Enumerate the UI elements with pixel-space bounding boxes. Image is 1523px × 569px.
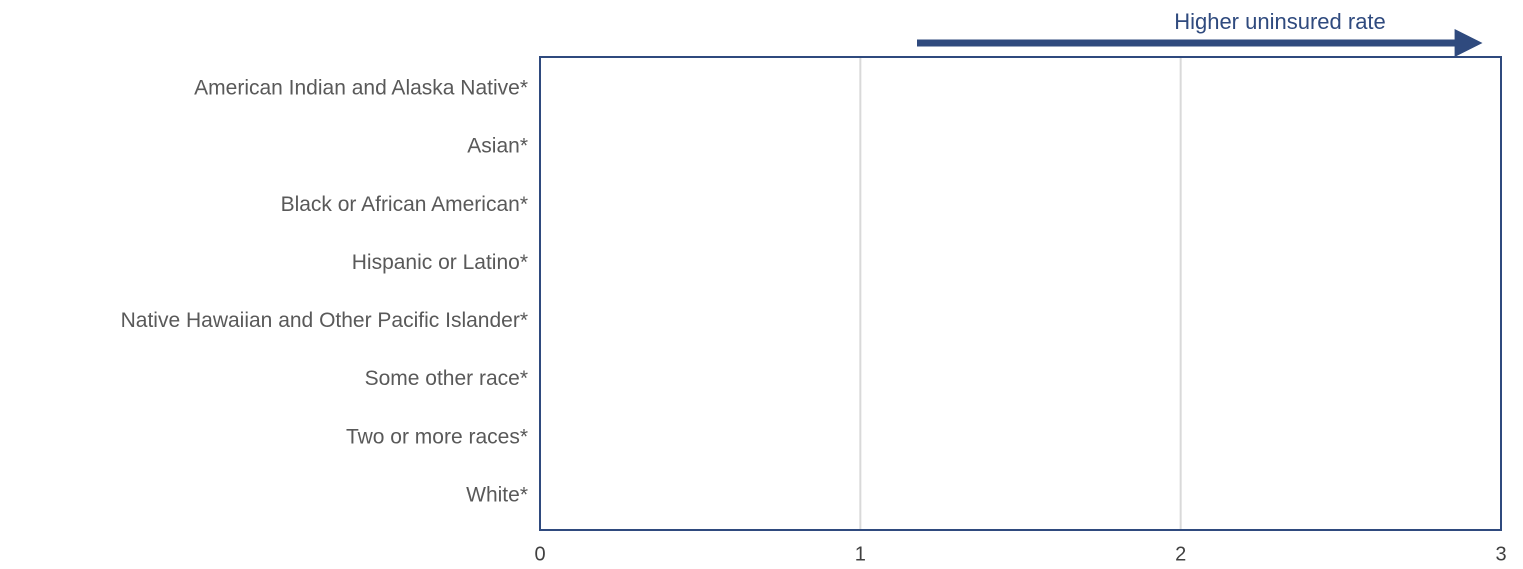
y-tick-label: Asian* [467, 135, 528, 158]
y-tick-label: Some other race* [365, 367, 528, 390]
x-tick-label: 2 [1175, 543, 1186, 565]
y-tick-label: Native Hawaiian and Other Pacific Island… [121, 309, 528, 332]
x-tick-label: 3 [1495, 543, 1506, 565]
plot-frame [539, 56, 1502, 531]
annotation: Higher uninsured rate [1174, 9, 1386, 34]
x-tick-label: 1 [855, 543, 866, 565]
x-tick-label: 0 [534, 543, 545, 565]
grid [859, 57, 1182, 530]
y-tick-label: Black or African American* [281, 193, 528, 216]
y-tick-label: White* [466, 483, 528, 506]
y-tick-label: Hispanic or Latino* [352, 251, 528, 274]
y-tick-label: Two or more races* [346, 425, 528, 448]
y-tick-label: American Indian and Alaska Native* [194, 77, 528, 100]
